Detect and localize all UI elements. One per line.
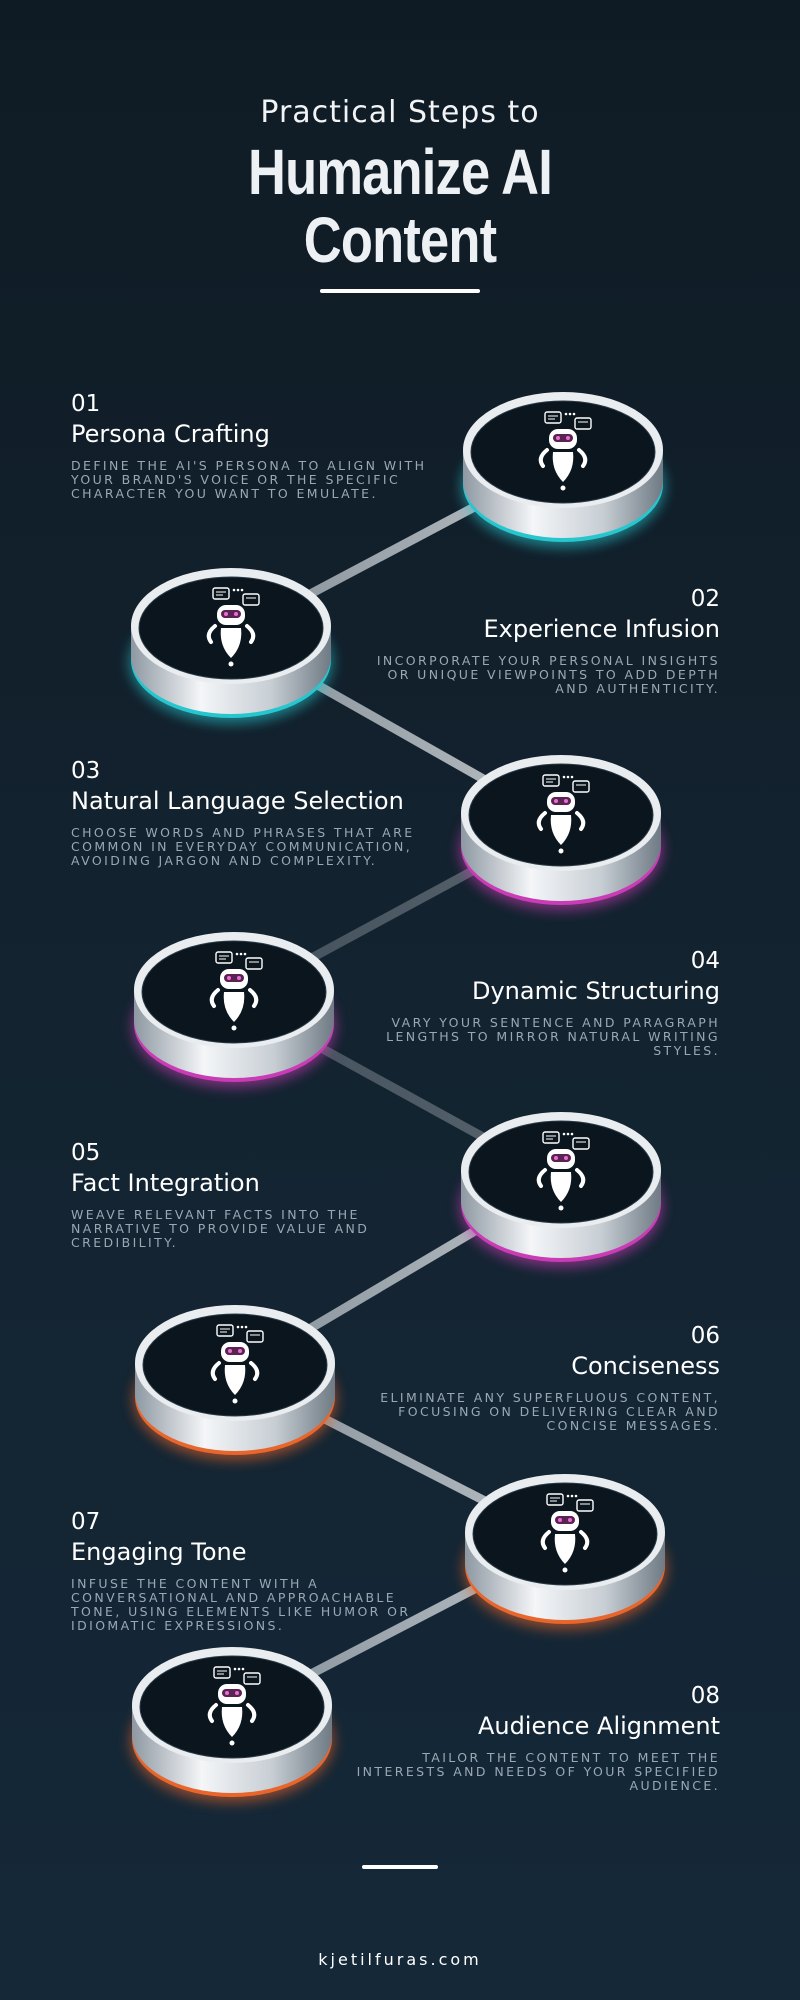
step-title: Engaging Tone — [71, 1538, 247, 1566]
step-title: Conciseness — [571, 1352, 720, 1380]
step-title: Natural Language Selection — [71, 787, 404, 815]
pods — [129, 392, 667, 1803]
step-number: 06 — [690, 1323, 720, 1349]
page-title-line-2: Content — [303, 204, 497, 276]
step-number: 05 — [71, 1140, 101, 1166]
step-02: 02 Experience Infusion Incorporate your … — [350, 585, 720, 696]
step-description: Infuse the content with a conversational… — [71, 1576, 411, 1633]
step-number: 08 — [690, 1683, 720, 1709]
step-05: 05 Fact Integration Weave relevant facts… — [71, 1139, 441, 1250]
pod-4 — [132, 932, 336, 1088]
step-description: Weave relevant facts into the narrative … — [71, 1207, 370, 1250]
page-title-line-1: Humanize AI — [248, 136, 553, 208]
pod-5 — [459, 1112, 663, 1268]
step-04: 04 Dynamic Structuring Vary your sentenc… — [350, 947, 720, 1058]
step-title: Dynamic Structuring — [472, 977, 720, 1005]
pod-2 — [129, 568, 333, 724]
step-number: 07 — [71, 1509, 101, 1535]
step-description: Choose words and phrases that are common… — [71, 825, 415, 868]
step-01: 01 Persona Crafting Define the AI's pers… — [71, 390, 441, 501]
pod-3 — [459, 755, 663, 911]
pod-1 — [461, 392, 665, 548]
step-description: Define the AI's persona to align with yo… — [71, 458, 427, 501]
pod-7 — [463, 1474, 667, 1630]
footer-site-name: kjetilfuras.com — [318, 1950, 482, 1969]
step-number: 04 — [690, 948, 720, 974]
header: Practical Steps to Humanize AI Content — [0, 95, 800, 274]
step-number: 03 — [71, 758, 101, 784]
step-title: Audience Alignment — [477, 1712, 720, 1740]
step-07: 07 Engaging Tone Infuse the content with… — [71, 1508, 441, 1633]
step-06: 06 Conciseness Eliminate any superfluous… — [350, 1322, 720, 1433]
page-subtitle: Practical Steps to — [260, 95, 540, 130]
step-title: Persona Crafting — [71, 420, 270, 448]
title-underline — [320, 289, 480, 293]
step-description: Vary your sentence and paragraph lengths… — [386, 1015, 720, 1058]
pod-6 — [133, 1305, 337, 1461]
step-description: Tailor the content to meet the interests… — [356, 1750, 720, 1793]
step-03: 03 Natural Language Selection Choose wor… — [71, 757, 441, 868]
step-title: Experience Infusion — [483, 615, 720, 643]
step-number: 01 — [71, 391, 101, 417]
step-number: 02 — [690, 586, 720, 612]
page-title: Humanize AI Content — [72, 138, 728, 274]
bottom-divider — [362, 1865, 438, 1869]
pod-8 — [130, 1647, 334, 1803]
step-title: Fact Integration — [71, 1169, 260, 1197]
step-description: Incorporate your personal insights or un… — [376, 653, 720, 696]
step-08: 08 Audience Alignment Tailor the content… — [350, 1682, 720, 1793]
step-description: Eliminate any superfluous content, focus… — [380, 1390, 720, 1433]
